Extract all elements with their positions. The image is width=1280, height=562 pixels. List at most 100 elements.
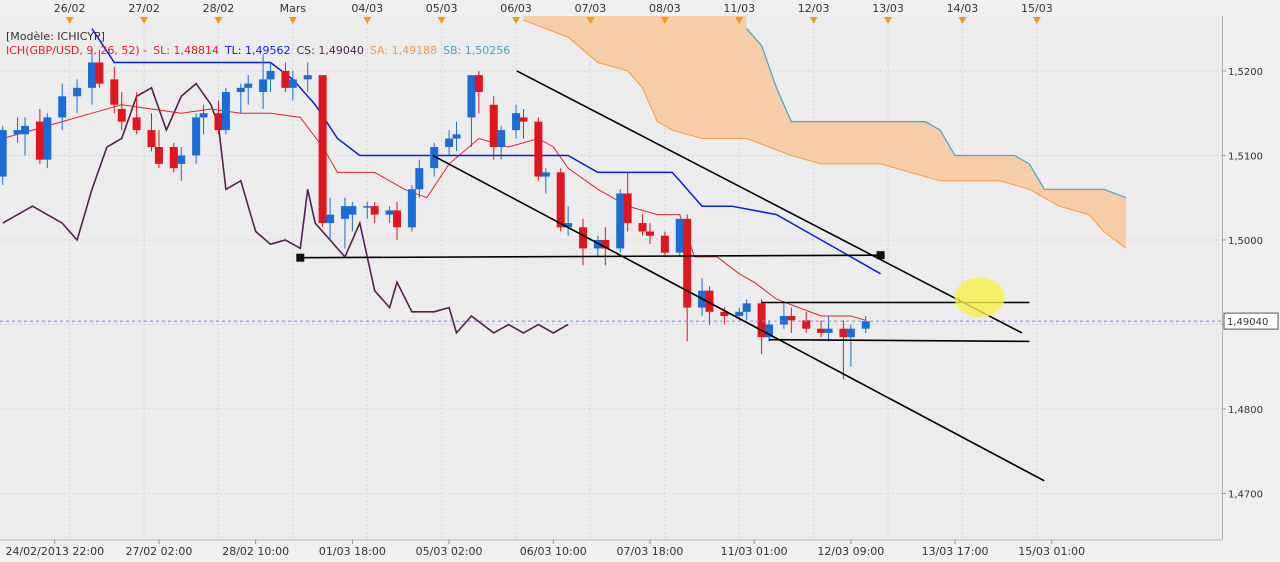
- candle-body: [779, 316, 788, 325]
- candle-body: [645, 231, 654, 236]
- top-date-label: 04/03: [351, 2, 383, 15]
- candle: [43, 113, 52, 169]
- candle-body: [846, 328, 855, 338]
- senkou-b-line: [746, 28, 1127, 199]
- candle: [266, 62, 275, 93]
- top-date-label: 26/02: [54, 2, 86, 15]
- event-marker: [288, 17, 297, 24]
- candle: [541, 168, 550, 194]
- candle-body: [385, 210, 394, 215]
- y-axis-bar: [1222, 0, 1280, 562]
- candle-body: [742, 303, 751, 312]
- candle-body: [675, 218, 684, 253]
- candle-body: [824, 328, 833, 333]
- candle-body: [519, 117, 528, 122]
- candle-body: [13, 130, 22, 135]
- candle: [236, 83, 245, 114]
- candle-body: [147, 130, 156, 147]
- candle-body: [564, 223, 573, 228]
- bottom-time-label: 07/03 18:00: [617, 545, 684, 558]
- candle-body: [534, 121, 543, 177]
- candle-body: [445, 138, 454, 147]
- candle: [415, 159, 424, 198]
- top-date-label: 08/03: [649, 2, 681, 15]
- top-date-label: 11/03: [723, 2, 755, 15]
- top-date-label: 06/03: [500, 2, 532, 15]
- candle-body: [318, 75, 327, 224]
- candle: [765, 320, 774, 342]
- bottom-time-label: 06/03 10:00: [520, 545, 587, 558]
- y-tick-label: 1,5100: [1228, 151, 1263, 162]
- candle-body: [110, 79, 119, 105]
- candle: [705, 286, 714, 325]
- bottom-time-label: 28/02 10:00: [222, 545, 289, 558]
- event-marker: [884, 17, 893, 24]
- bottom-time-label: 05/03 02:00: [416, 545, 483, 558]
- candle: [326, 197, 335, 240]
- candle: [244, 75, 253, 105]
- candle: [154, 130, 163, 169]
- candle: [556, 168, 565, 232]
- candle: [303, 62, 312, 93]
- trendline-handle: [296, 253, 305, 262]
- candle: [281, 62, 290, 93]
- current-price-label: 1,49040: [1227, 317, 1268, 328]
- candle: [132, 92, 141, 135]
- candle: [117, 92, 126, 131]
- candle-body: [497, 130, 506, 147]
- candle: [824, 316, 833, 342]
- support-trendline: [432, 154, 1045, 482]
- candle-body: [601, 239, 610, 249]
- candle: [638, 214, 647, 236]
- candle-body: [363, 206, 372, 208]
- candle-body: [452, 134, 461, 139]
- legend-sb: SB: 1,50256: [443, 44, 511, 57]
- kijun-line: [91, 28, 881, 275]
- candle-body: [117, 108, 126, 122]
- top-date-label: 27/02: [128, 2, 160, 15]
- candle-body: [765, 324, 774, 338]
- candle: [839, 320, 848, 380]
- candle-body: [861, 321, 870, 329]
- candle: [430, 142, 439, 177]
- candle: [675, 218, 684, 257]
- candle: [214, 100, 223, 135]
- candle-body: [154, 147, 163, 164]
- candle-body: [259, 79, 268, 93]
- trendline-handle: [876, 251, 885, 260]
- top-date-label: 05/03: [426, 2, 458, 15]
- candle-body: [132, 117, 141, 131]
- candle: [467, 75, 476, 147]
- senkou-a-line: [523, 19, 1127, 249]
- candle: [35, 108, 44, 164]
- legend-model: [Modèle: ICHICYP]: [6, 30, 105, 43]
- candle: [846, 324, 855, 367]
- event-marker: [363, 17, 372, 24]
- candle-body: [735, 311, 744, 317]
- candle-body: [683, 218, 692, 308]
- candle: [779, 303, 788, 329]
- candle: [452, 121, 461, 152]
- top-date-label: 13/03: [872, 2, 904, 15]
- candle-body: [177, 155, 186, 164]
- candle: [95, 49, 104, 88]
- candle: [407, 185, 416, 232]
- candle: [348, 201, 357, 232]
- candle-body: [192, 117, 201, 156]
- candle-body: [266, 70, 275, 80]
- candle: [192, 113, 201, 164]
- candle-body: [430, 147, 439, 169]
- candle-body: [199, 113, 208, 118]
- candle: [683, 214, 692, 342]
- bottom-time-label: 01/03 18:00: [319, 545, 386, 558]
- candle-body: [21, 125, 30, 135]
- event-marker: [1032, 17, 1041, 24]
- candle-body: [87, 62, 96, 88]
- candle-body: [660, 235, 669, 253]
- top-axis-bar: [0, 0, 1280, 16]
- legend-sl: SL: 1,48814: [153, 44, 219, 57]
- candle: [147, 113, 156, 152]
- candle: [259, 54, 268, 109]
